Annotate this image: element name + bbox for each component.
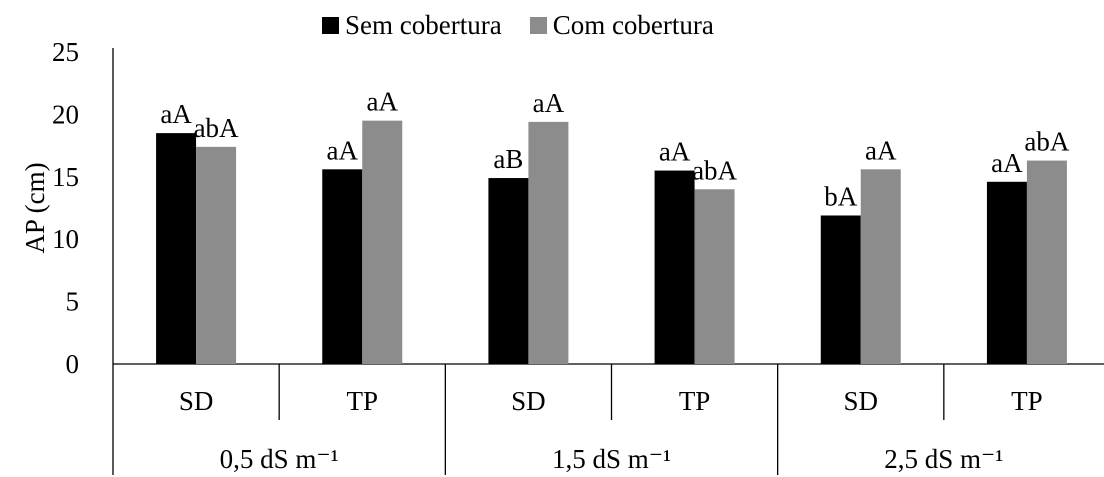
data-label: aA (991, 148, 1023, 178)
bar-sem-cobertura (322, 169, 363, 364)
legend: Sem cobertura Com cobertura (322, 10, 742, 41)
y-tick-label: 5 (66, 287, 80, 317)
y-tick-label: 0 (66, 349, 80, 379)
data-label: abA (194, 113, 239, 143)
x-tick-label: TP (679, 386, 711, 416)
bar-com-cobertura (694, 189, 735, 364)
bar-sem-cobertura (820, 215, 861, 364)
data-label: aA (327, 135, 359, 165)
data-label: abA (692, 155, 737, 185)
y-tick-label: 15 (52, 162, 79, 192)
group-label: 2,5 dS m⁻¹ (884, 444, 1003, 474)
bar-com-cobertura (860, 169, 901, 364)
legend-item-sem-cobertura: Sem cobertura (322, 10, 502, 41)
bar-com-cobertura (196, 146, 237, 364)
legend-label-sem-cobertura: Sem cobertura (345, 10, 502, 40)
data-label: aA (367, 87, 399, 117)
bar-sem-cobertura (488, 178, 529, 364)
data-label: aB (493, 144, 523, 174)
data-label: aA (160, 99, 192, 129)
legend-label-com-cobertura: Com cobertura (552, 10, 714, 40)
group-label: 0,5 dS m⁻¹ (220, 444, 339, 474)
bar-com-cobertura (362, 120, 403, 364)
bar-sem-cobertura (654, 170, 695, 364)
x-tick-label: SD (511, 386, 546, 416)
x-tick-label: SD (179, 386, 214, 416)
y-tick-label: 10 (52, 224, 79, 254)
bar-sem-cobertura (156, 133, 197, 364)
legend-item-com-cobertura: Com cobertura (529, 10, 714, 41)
x-tick-label: TP (1011, 386, 1043, 416)
bar-com-cobertura (528, 121, 569, 364)
x-tick-label: SD (843, 386, 878, 416)
legend-swatch-sem-cobertura (322, 17, 339, 34)
y-tick-label: 25 (52, 37, 79, 67)
group-label: 1,5 dS m⁻¹ (552, 444, 671, 474)
x-tick-label: TP (346, 386, 378, 416)
y-tick-label: 20 (52, 99, 79, 129)
bar-sem-cobertura (986, 181, 1027, 364)
data-label: aA (659, 137, 691, 167)
data-label: bA (824, 181, 858, 211)
data-label: aA (533, 88, 565, 118)
y-axis-title: AP (cm) (20, 162, 50, 253)
data-label: abA (1024, 127, 1069, 157)
bar-com-cobertura (1026, 160, 1067, 364)
data-label: aA (865, 135, 897, 165)
legend-swatch-com-cobertura (529, 17, 547, 34)
